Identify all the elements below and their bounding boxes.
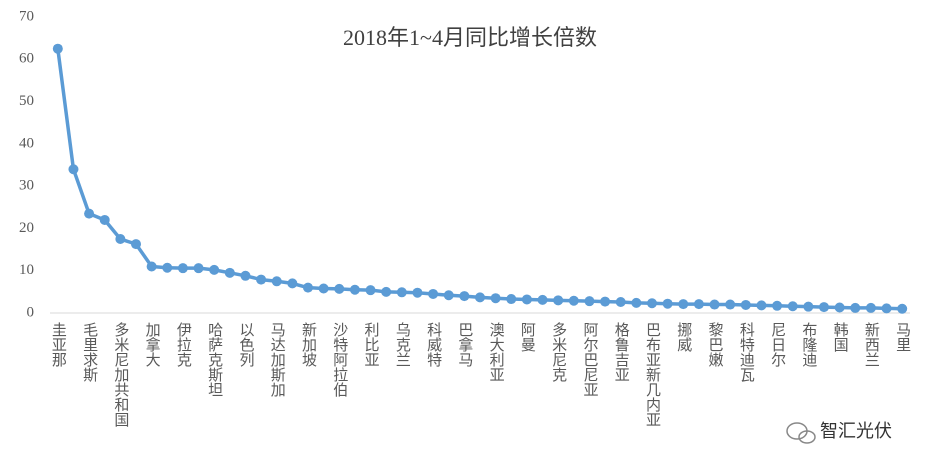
point bbox=[318, 283, 329, 294]
point bbox=[615, 297, 626, 308]
x-tick-label: 马里 bbox=[894, 322, 911, 352]
point bbox=[803, 301, 814, 312]
x-tick-label: 挪威 bbox=[675, 322, 692, 353]
x-tick-label: 多米尼加共和国 bbox=[112, 322, 129, 427]
x-tick-label: 科威特 bbox=[425, 322, 442, 367]
x-tick-label: 马达加斯加 bbox=[269, 322, 286, 398]
x-tick-label: 韩国 bbox=[832, 322, 849, 352]
x-tick-label: 加拿大 bbox=[144, 322, 161, 367]
point bbox=[68, 164, 79, 175]
point bbox=[709, 299, 720, 310]
point bbox=[865, 302, 876, 313]
point bbox=[631, 297, 642, 308]
y-tick-label: 30 bbox=[19, 178, 34, 194]
point bbox=[600, 296, 611, 307]
point bbox=[725, 299, 736, 310]
point bbox=[521, 294, 532, 305]
x-tick-label: 巴拿马 bbox=[456, 322, 473, 368]
point bbox=[256, 274, 267, 285]
x-tick-label: 伊拉克 bbox=[175, 322, 192, 368]
y-tick-label: 50 bbox=[19, 93, 34, 109]
y-tick-label: 20 bbox=[19, 220, 34, 236]
point bbox=[396, 287, 407, 298]
point bbox=[209, 264, 220, 275]
x-tick-label: 新西兰 bbox=[863, 322, 880, 367]
point bbox=[412, 287, 423, 298]
point bbox=[834, 302, 845, 313]
point bbox=[678, 299, 689, 310]
point bbox=[584, 296, 595, 307]
x-tick-label: 澳大利亚 bbox=[488, 322, 505, 382]
x-tick-label: 布隆迪 bbox=[800, 322, 817, 368]
x-tick-label: 哈萨克斯坦 bbox=[206, 322, 223, 397]
x-tick-label: 尼日尔 bbox=[769, 322, 786, 367]
point bbox=[193, 263, 204, 274]
point bbox=[568, 295, 579, 306]
point bbox=[819, 302, 829, 313]
y-tick-label: 10 bbox=[19, 262, 34, 278]
x-tick-label: 黎巴嫩 bbox=[707, 322, 724, 367]
point bbox=[740, 299, 751, 310]
y-tick-label: 60 bbox=[19, 51, 34, 67]
point bbox=[84, 208, 95, 219]
point bbox=[693, 299, 704, 310]
point bbox=[772, 300, 783, 311]
point bbox=[756, 300, 767, 311]
point bbox=[787, 301, 798, 312]
point bbox=[99, 214, 110, 225]
x-tick-label: 巴布亚新几内亚 bbox=[644, 322, 661, 427]
x-tick-label: 格鲁吉亚 bbox=[613, 322, 630, 382]
y-tick-label: 40 bbox=[19, 135, 34, 151]
x-tick-label: 科特迪瓦 bbox=[738, 322, 755, 383]
y-tick-label: 70 bbox=[19, 8, 34, 24]
point bbox=[428, 288, 439, 299]
point bbox=[162, 262, 173, 273]
point bbox=[647, 298, 657, 309]
x-tick-label: 利比亚 bbox=[363, 322, 380, 367]
point bbox=[553, 295, 564, 306]
watermark-icon bbox=[786, 422, 816, 444]
point bbox=[490, 293, 501, 304]
point bbox=[506, 294, 517, 305]
point bbox=[177, 263, 188, 274]
x-tick-label: 阿曼 bbox=[519, 322, 536, 352]
x-tick-label: 毛里求斯 bbox=[81, 322, 98, 383]
point bbox=[537, 294, 548, 305]
point bbox=[131, 239, 141, 250]
point bbox=[287, 278, 298, 289]
point bbox=[475, 292, 485, 303]
x-tick-label: 沙特阿拉伯 bbox=[331, 322, 348, 397]
x-tick-label: 多米尼克 bbox=[550, 322, 567, 383]
point bbox=[271, 276, 282, 287]
point bbox=[334, 283, 345, 294]
point bbox=[662, 298, 673, 309]
point bbox=[365, 285, 376, 296]
point bbox=[897, 303, 908, 314]
point bbox=[52, 43, 63, 54]
point bbox=[224, 267, 235, 278]
point bbox=[881, 303, 892, 314]
chart-title: 2018年1~4月同比增长倍数 bbox=[343, 25, 597, 50]
point bbox=[115, 234, 126, 244]
x-tick-label: 乌克兰 bbox=[394, 322, 411, 367]
x-tick-label: 新加坡 bbox=[300, 322, 317, 367]
y-tick-label: 0 bbox=[27, 304, 35, 320]
point bbox=[349, 284, 360, 295]
x-tick-label: 以色列 bbox=[237, 322, 254, 368]
watermark: 智汇光伏 bbox=[820, 421, 892, 442]
point bbox=[381, 286, 392, 297]
point bbox=[443, 290, 454, 301]
point bbox=[146, 261, 157, 272]
point bbox=[459, 291, 470, 302]
point bbox=[240, 270, 251, 281]
point bbox=[850, 302, 861, 313]
x-tick-label: 圭亚那 bbox=[50, 322, 66, 368]
x-tick-label: 阿尔巴尼亚 bbox=[581, 322, 598, 397]
point bbox=[303, 282, 313, 293]
